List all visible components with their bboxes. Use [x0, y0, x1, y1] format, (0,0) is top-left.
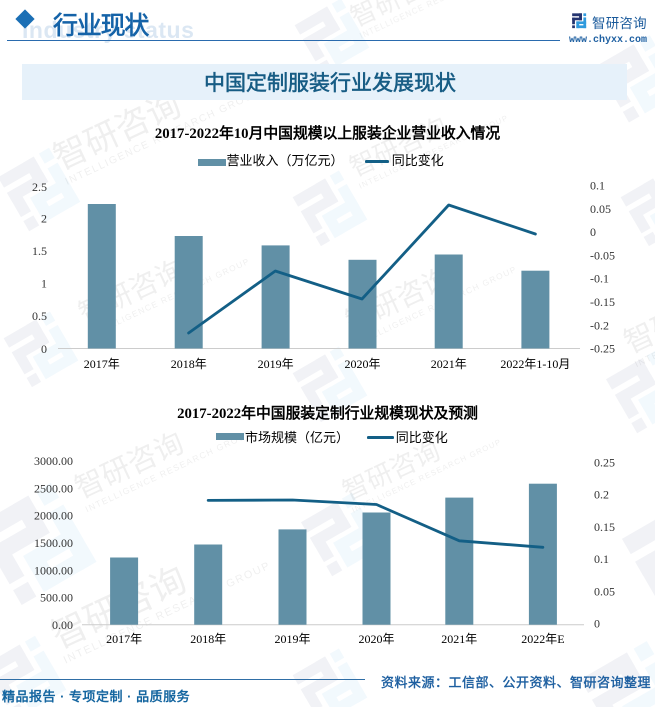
svg-text:0.05: 0.05 — [594, 584, 615, 598]
svg-text:2021年: 2021年 — [431, 357, 467, 371]
svg-text:1500.00: 1500.00 — [34, 536, 73, 550]
svg-text:2.5: 2.5 — [32, 180, 47, 194]
svg-text:0.15: 0.15 — [594, 520, 615, 534]
svg-text:-0.15: -0.15 — [590, 295, 615, 309]
svg-text:2019年: 2019年 — [258, 357, 294, 371]
svg-text:0.05: 0.05 — [590, 202, 611, 216]
svg-text:-0.1: -0.1 — [590, 272, 609, 286]
svg-text:2017年: 2017年 — [106, 632, 142, 646]
svg-text:-0.25: -0.25 — [590, 342, 615, 356]
svg-text:0.1: 0.1 — [594, 552, 609, 566]
svg-text:-0.05: -0.05 — [590, 248, 615, 262]
svg-text:3000.00: 3000.00 — [34, 454, 73, 468]
svg-text:0.25: 0.25 — [594, 455, 615, 469]
svg-text:2000.00: 2000.00 — [34, 509, 73, 523]
svg-text:0.2: 0.2 — [594, 488, 609, 502]
svg-text:1: 1 — [41, 277, 47, 291]
svg-text:2022年1-10月: 2022年1-10月 — [500, 357, 570, 371]
svg-text:1000.00: 1000.00 — [34, 563, 73, 577]
svg-text:2018年: 2018年 — [171, 357, 207, 371]
svg-text:500.00: 500.00 — [40, 591, 73, 605]
svg-text:0: 0 — [594, 617, 600, 631]
svg-text:2019年: 2019年 — [274, 632, 310, 646]
svg-text:2020年: 2020年 — [344, 357, 380, 371]
svg-text:2022年E: 2022年E — [521, 632, 564, 646]
svg-text:2018年: 2018年 — [190, 632, 226, 646]
svg-text:0.1: 0.1 — [590, 179, 605, 193]
svg-text:0.00: 0.00 — [52, 618, 73, 632]
svg-text:1.5: 1.5 — [32, 244, 47, 258]
svg-text:2017年: 2017年 — [84, 357, 120, 371]
svg-text:0: 0 — [41, 342, 47, 356]
svg-text:2021年: 2021年 — [441, 632, 477, 646]
svg-text:2020年: 2020年 — [358, 632, 394, 646]
svg-text:2: 2 — [41, 212, 47, 226]
svg-text:2500.00: 2500.00 — [34, 481, 73, 495]
svg-text:0.5: 0.5 — [32, 309, 47, 323]
svg-text:0: 0 — [590, 225, 596, 239]
svg-text:-0.2: -0.2 — [590, 318, 609, 332]
